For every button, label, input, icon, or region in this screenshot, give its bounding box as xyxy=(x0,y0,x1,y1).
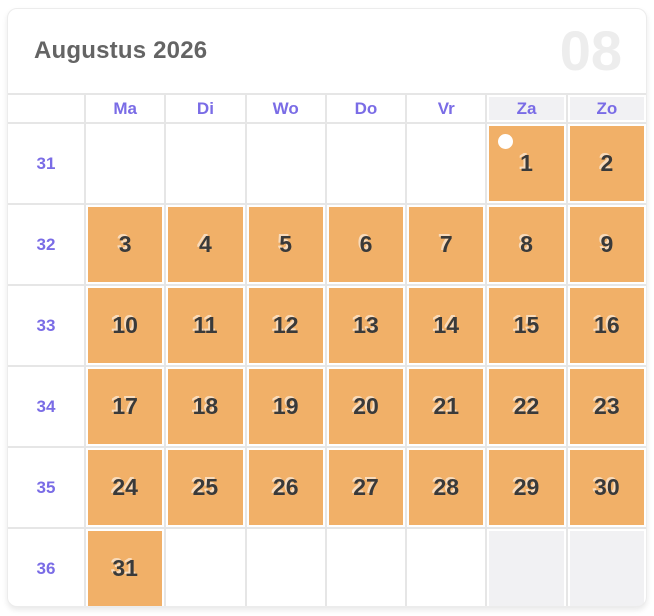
card-header: Augustus 2026 08 xyxy=(8,9,646,93)
day-cell-10[interactable]: 10 xyxy=(86,286,165,365)
day-cell-1[interactable]: 1 xyxy=(487,124,566,203)
day-cell-12[interactable]: 12 xyxy=(246,286,325,365)
empty-day-cell xyxy=(326,124,406,203)
day-cell-31[interactable]: 31 xyxy=(86,529,165,606)
day-cell-16[interactable]: 16 xyxy=(567,286,646,365)
day-cell-23[interactable]: 23 xyxy=(567,367,646,446)
month-number-watermark: 08 xyxy=(559,19,622,82)
day-cell-22[interactable]: 22 xyxy=(487,367,566,446)
week-number-34: 34 xyxy=(8,367,84,446)
week-number-36: 36 xyxy=(8,529,84,606)
day-cell-8[interactable]: 8 xyxy=(487,205,566,284)
day-header-vr: Vr xyxy=(407,95,486,122)
day-cell-5[interactable]: 5 xyxy=(246,205,325,284)
day-cell-28[interactable]: 28 xyxy=(407,448,486,527)
empty-day-cell xyxy=(246,124,325,203)
day-cell-14[interactable]: 14 xyxy=(407,286,486,365)
day-cell-25[interactable]: 25 xyxy=(166,448,245,527)
day-cell-3[interactable]: 3 xyxy=(86,205,165,284)
day-cell-29[interactable]: 29 xyxy=(487,448,566,527)
week-number-31: 31 xyxy=(8,124,84,203)
day-cell-4[interactable]: 4 xyxy=(166,205,245,284)
day-cell-27[interactable]: 27 xyxy=(326,448,406,527)
day-cell-18[interactable]: 18 xyxy=(166,367,245,446)
empty-day-cell xyxy=(246,529,325,606)
empty-day-cell xyxy=(86,124,165,203)
day-header-za: Za xyxy=(487,95,566,122)
empty-day-cell xyxy=(567,529,646,606)
day-cell-7[interactable]: 7 xyxy=(407,205,486,284)
week-number-32: 32 xyxy=(8,205,84,284)
week-number-33: 33 xyxy=(8,286,84,365)
week-number-35: 35 xyxy=(8,448,84,527)
empty-day-cell xyxy=(326,529,406,606)
day-header-ma: Ma xyxy=(86,95,165,122)
day-cell-26[interactable]: 26 xyxy=(246,448,325,527)
empty-day-cell xyxy=(487,529,566,606)
empty-day-cell xyxy=(166,124,245,203)
day-cell-2[interactable]: 2 xyxy=(567,124,646,203)
empty-day-cell xyxy=(407,529,486,606)
empty-day-cell xyxy=(407,124,486,203)
grid-corner-cell xyxy=(8,95,84,122)
day-cell-30[interactable]: 30 xyxy=(567,448,646,527)
month-title: Augustus 2026 xyxy=(34,37,208,64)
day-header-di: Di xyxy=(166,95,245,122)
day-cell-11[interactable]: 11 xyxy=(166,286,245,365)
empty-day-cell xyxy=(166,529,245,606)
day-cell-13[interactable]: 13 xyxy=(326,286,406,365)
day-cell-20[interactable]: 20 xyxy=(326,367,406,446)
day-cell-24[interactable]: 24 xyxy=(86,448,165,527)
day-cell-19[interactable]: 19 xyxy=(246,367,325,446)
day-cell-21[interactable]: 21 xyxy=(407,367,486,446)
event-dot xyxy=(498,134,514,149)
month-card: Augustus 2026 08 Ma Di Wo Do Vr Za Zo 31 1 2 32 3 4 5… xyxy=(7,8,647,607)
day-cell-15[interactable]: 15 xyxy=(487,286,566,365)
day-header-do: Do xyxy=(326,95,406,122)
calendar-grid: Ma Di Wo Do Vr Za Zo 31 1 2 32 3 4 5 6 7 8 9 33 10 11 12 13 14 1… xyxy=(8,93,646,606)
day-header-zo: Zo xyxy=(567,95,646,122)
day-header-wo: Wo xyxy=(246,95,325,122)
day-cell-9[interactable]: 9 xyxy=(567,205,646,284)
day-cell-17[interactable]: 17 xyxy=(86,367,165,446)
day-cell-6[interactable]: 6 xyxy=(326,205,406,284)
